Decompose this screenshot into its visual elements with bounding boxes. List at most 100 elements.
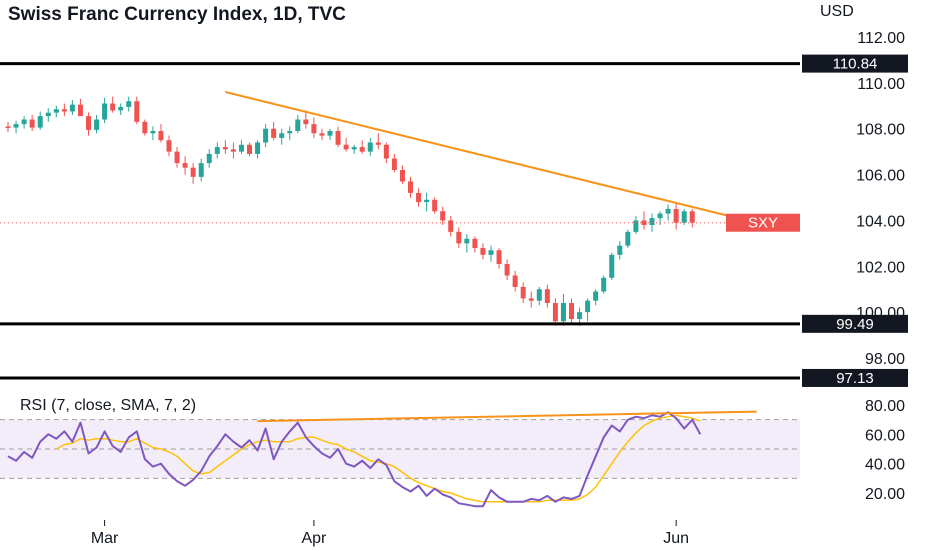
candle-body	[520, 286, 526, 299]
candle-body	[617, 245, 623, 255]
chart-title: Swiss Franc Currency Index, 1D, TVC	[8, 4, 346, 25]
candle-body	[77, 104, 83, 117]
candle-body	[37, 116, 43, 128]
candle-body	[214, 147, 220, 154]
candle-body	[665, 208, 671, 214]
candle-body	[69, 104, 75, 112]
candle-body	[263, 128, 269, 143]
candle-body	[552, 302, 558, 322]
candle-body	[13, 124, 19, 128]
candle-body	[577, 312, 583, 320]
candle-body	[190, 167, 196, 177]
candle-body	[391, 158, 397, 170]
time-axis-tick: Jun	[663, 530, 689, 547]
candle-body	[45, 112, 51, 117]
candle-body	[408, 181, 413, 193]
candle-body	[633, 220, 639, 232]
candle-body	[383, 144, 389, 159]
candle-body	[496, 250, 502, 264]
price-trendline	[225, 91, 757, 224]
rsi-line	[7, 411, 702, 508]
candle-body	[657, 213, 663, 219]
candle-body	[198, 163, 204, 177]
candle-body	[536, 289, 542, 301]
level-price-tag	[802, 54, 908, 73]
symbol-tag-label: SXY	[748, 215, 778, 232]
rsi-indicator-label[interactable]: RSI (7, close, SMA, 7, 2)	[20, 397, 197, 414]
candle-body	[287, 131, 293, 134]
candle-body	[230, 149, 236, 152]
rsi-axis-tick: 80.00	[865, 398, 905, 415]
candle-body	[375, 142, 381, 145]
level-price-tag	[802, 368, 908, 387]
candle-body	[222, 147, 228, 150]
candle-body	[601, 277, 607, 292]
rsi-sma-line	[55, 414, 701, 503]
candle-body	[689, 211, 695, 223]
candle-body	[319, 133, 325, 136]
candle-body	[94, 119, 100, 130]
candle-body	[110, 103, 116, 111]
rsi-axis-tick: 60.00	[865, 427, 905, 444]
level-price-tag	[802, 314, 908, 333]
candle-body	[472, 238, 478, 248]
candle-body	[53, 109, 59, 113]
candle-body	[255, 142, 261, 154]
candle-body	[311, 124, 317, 134]
candle-body	[343, 144, 349, 150]
price-axis-tick: 104.00	[856, 213, 905, 230]
candle-body	[86, 116, 91, 130]
price-axis-tick: 108.00	[856, 122, 905, 139]
candle-body	[585, 300, 591, 313]
candle-body	[29, 119, 35, 128]
candle-body	[609, 254, 615, 278]
candle-body	[649, 218, 655, 226]
time-axis-tick: Mar	[91, 530, 119, 547]
candle-body	[158, 131, 164, 141]
currency-label: USD	[820, 3, 854, 20]
candle-body	[118, 106, 124, 111]
candle-body	[504, 263, 510, 276]
candle-body	[61, 109, 67, 112]
candle-body	[432, 199, 438, 212]
candle-body	[271, 128, 277, 138]
candle-body	[560, 302, 566, 322]
rsi-axis-tick: 40.00	[865, 457, 905, 474]
candle-body	[544, 289, 550, 303]
candle-body	[625, 231, 631, 246]
candle-body	[295, 119, 301, 132]
candle-body	[569, 302, 574, 320]
candle-body	[424, 199, 430, 203]
level-price-label: 110.84	[833, 56, 878, 73]
candle-body	[206, 153, 212, 164]
candle-body	[126, 101, 132, 107]
price-axis-tick: 110.00	[857, 76, 905, 93]
candle-body	[528, 298, 534, 301]
candle-body	[238, 144, 244, 152]
candle-body	[641, 220, 647, 226]
time-axis-tick: Apr	[301, 530, 327, 547]
candle-body	[448, 220, 454, 232]
candle-body	[166, 140, 172, 152]
candle-body	[480, 247, 486, 255]
candle-body	[399, 169, 405, 182]
candle-body	[150, 131, 156, 134]
candle-body	[142, 121, 148, 134]
candle-body	[182, 163, 188, 168]
price-axis-tick: 100.00	[856, 305, 905, 322]
candle-body	[488, 250, 494, 255]
candle-body	[335, 131, 341, 145]
candle-body	[21, 119, 27, 125]
candle-body	[456, 231, 462, 244]
price-axis-tick: 102.00	[856, 259, 905, 276]
candle-body	[102, 103, 108, 120]
candle-body	[5, 126, 11, 128]
candle-body	[359, 147, 365, 152]
level-price-label: 99.49	[836, 316, 874, 333]
price-axis-tick: 106.00	[856, 168, 905, 185]
level-price-label: 97.13	[836, 370, 874, 387]
symbol-tag	[726, 213, 800, 232]
candle-body	[247, 144, 252, 154]
